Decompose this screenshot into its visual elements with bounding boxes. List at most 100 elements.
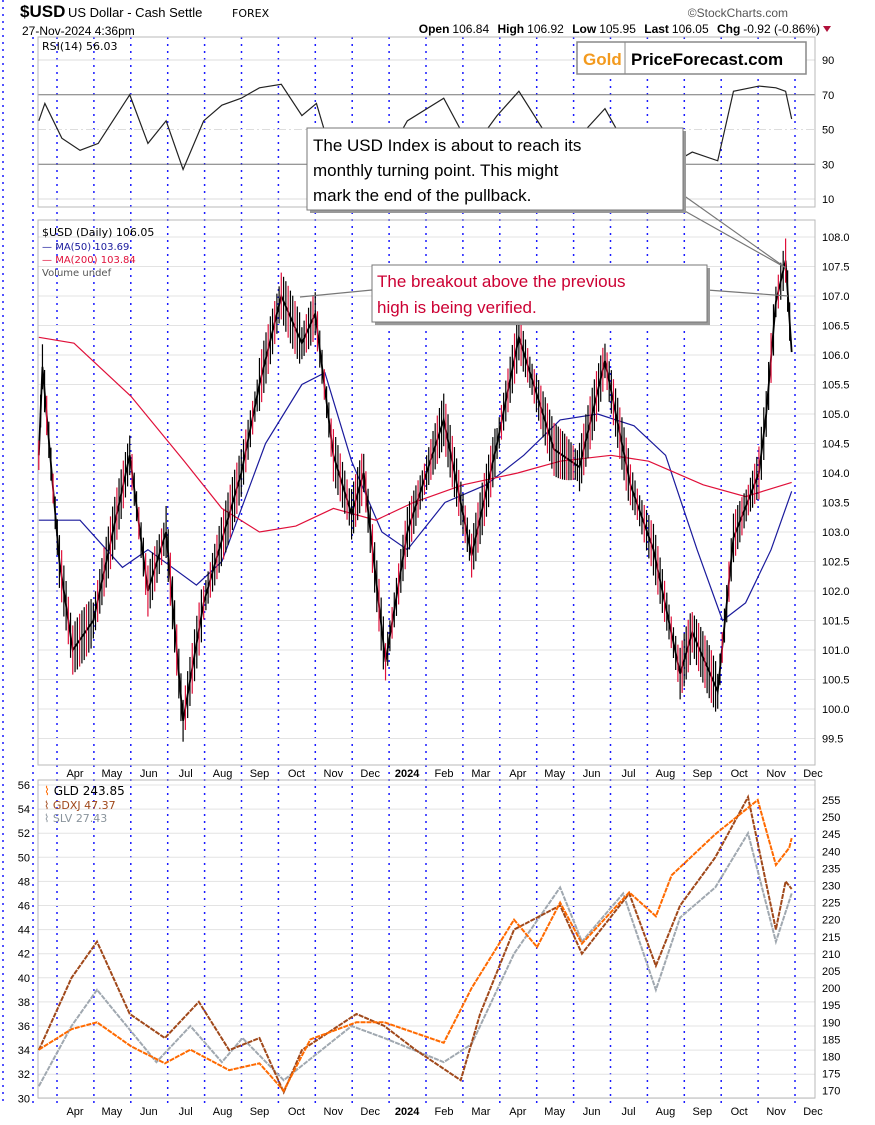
annotation-line: The USD Index is about to reach its — [313, 136, 581, 155]
volume-legend-name: Volume — [42, 268, 79, 279]
left-tick-label: 52 — [18, 828, 30, 840]
right-tick-label: 190 — [822, 1017, 840, 1029]
metals-panel-frame — [37, 779, 816, 1099]
x-tick-label: Dec — [803, 1106, 823, 1118]
price-panel-frame — [37, 219, 816, 766]
price-tick-label: 106.5 — [822, 321, 850, 333]
x-tick-label: Dec — [360, 768, 380, 780]
annotation-line: monthly turning point. This might — [313, 161, 559, 180]
right-tick-label: 205 — [822, 966, 840, 978]
volume-legend-value: undef — [82, 268, 111, 279]
right-tick-label: 225 — [822, 898, 840, 910]
ma200-legend: — MA(200) 103.84 — [42, 255, 136, 266]
ma200-legend-name: MA(200) — [55, 255, 97, 266]
gld-legend: ⌇ GLD 243.85 — [44, 784, 125, 798]
x-tick-label: Apr — [66, 768, 83, 780]
x-tick-label: Jun — [140, 768, 158, 780]
x-tick-label: May — [544, 768, 565, 780]
x-tick-label: Jul — [621, 768, 635, 780]
left-tick-label: 56 — [18, 780, 30, 792]
gld-legend-name: GLD — [54, 784, 79, 798]
left-tick-label: 40 — [18, 973, 30, 985]
logo-rest: PriceForecast.com — [631, 50, 783, 69]
datetime: 27-Nov-2024 4:36pm — [22, 24, 135, 38]
ma50-legend: — MA(50) 103.69 — [42, 242, 129, 253]
gld-line — [38, 798, 793, 1093]
x-tick-label: Nov — [766, 768, 786, 780]
left-tick-label: 34 — [18, 1045, 30, 1057]
x-tick-label: May — [102, 768, 123, 780]
right-tick-label: 220 — [822, 915, 840, 927]
right-tick-label: 245 — [822, 829, 840, 841]
right-tick-label: 170 — [822, 1086, 840, 1098]
x-tick-label: Sep — [250, 1106, 270, 1118]
price-tick-label: 108.0 — [822, 232, 850, 244]
logo: Gold PriceForecast.com — [576, 41, 807, 75]
ma50-legend-name: MA(50) — [55, 242, 91, 253]
down-arrow-icon — [823, 26, 831, 32]
x-tick-label: Jul — [179, 768, 193, 780]
x-tick-label: Oct — [731, 768, 748, 780]
x-tick-label: Mar — [471, 1106, 490, 1118]
ma200-line — [38, 336, 792, 533]
left-tick-label: 48 — [18, 876, 30, 888]
exchange: FOREX — [232, 7, 270, 20]
left-tick-label: 46 — [18, 901, 30, 913]
right-tick-label: 255 — [822, 795, 840, 807]
left-tick-label: 38 — [18, 997, 30, 1009]
x-tick-label: Aug — [213, 768, 233, 780]
left-tick-label: 42 — [18, 949, 30, 961]
right-tick-label: 180 — [822, 1052, 840, 1064]
ma200-legend-value: 103.84 — [101, 255, 136, 266]
annotation-line: mark the end of the pullback. — [313, 186, 531, 205]
price-tick-label: 105.0 — [822, 409, 850, 421]
price-tick-label: 102.5 — [822, 557, 850, 569]
gdxj-legend-value: 47.37 — [84, 799, 116, 812]
x-tick-label: Oct — [288, 768, 305, 780]
price-tick-label: 101.5 — [822, 616, 850, 628]
symbol: $USD — [20, 2, 65, 21]
open-value: 106.84 — [452, 22, 489, 36]
symbol-name: US Dollar - Cash Settle — [68, 5, 202, 20]
x-tick-label: Feb — [435, 768, 454, 780]
right-tick-label: 195 — [822, 1000, 840, 1012]
x-tick-label: Dec — [803, 768, 823, 780]
x-tick-label: Aug — [213, 1106, 233, 1118]
x-tick-label: Apr — [66, 1106, 83, 1118]
rsi-tick-label: 50 — [822, 125, 834, 137]
price-tick-label: 105.5 — [822, 380, 850, 392]
usd-legend-name: $USD (Daily) — [42, 226, 112, 239]
x-tick-label: Feb — [435, 1106, 454, 1118]
last-label: Last — [644, 22, 669, 36]
price-tick-label: 104.5 — [822, 439, 850, 451]
x-tick-label: Aug — [656, 768, 676, 780]
left-tick-label: 36 — [18, 1021, 30, 1033]
ma50-legend-value: 103.69 — [94, 242, 129, 253]
right-tick-label: 185 — [822, 1034, 840, 1046]
x-tick-label: 2024 — [395, 1106, 420, 1118]
open-label: Open — [419, 22, 450, 36]
gdxj-legend: ⌇ GDXJ 47.37 — [44, 799, 116, 812]
svg-text:The breakout above the previou: The breakout above the previous high is … — [377, 272, 630, 317]
price-tick-label: 103.5 — [822, 498, 850, 510]
price-tick-label: 100.5 — [822, 675, 850, 687]
left-tick-label: 50 — [18, 852, 30, 864]
ma50-line — [38, 371, 793, 622]
x-tick-label: Jul — [621, 1106, 635, 1118]
x-tick-label: Sep — [250, 768, 270, 780]
chg-value: -0.92 (-0.86%) — [743, 22, 820, 36]
usd-price-line — [37, 260, 793, 721]
usd-legend-value: 106.05 — [116, 226, 155, 239]
left-tick-label: 32 — [18, 1069, 30, 1081]
volume-legend: Volume undef — [42, 268, 112, 279]
rsi-tick-label: 10 — [822, 194, 834, 206]
x-tick-label: Nov — [324, 1106, 344, 1118]
x-tick-label: Nov — [766, 1106, 786, 1118]
price-tick-label: 104.0 — [822, 468, 850, 480]
x-tick-label: Jun — [583, 1106, 601, 1118]
watermark: ©StockCharts.com — [688, 6, 788, 20]
price-tick-label: 103.0 — [822, 527, 850, 539]
x-tick-label: Jun — [140, 1106, 158, 1118]
annotation-turning-point: The USD Index is about to reach its mont… — [306, 127, 787, 269]
